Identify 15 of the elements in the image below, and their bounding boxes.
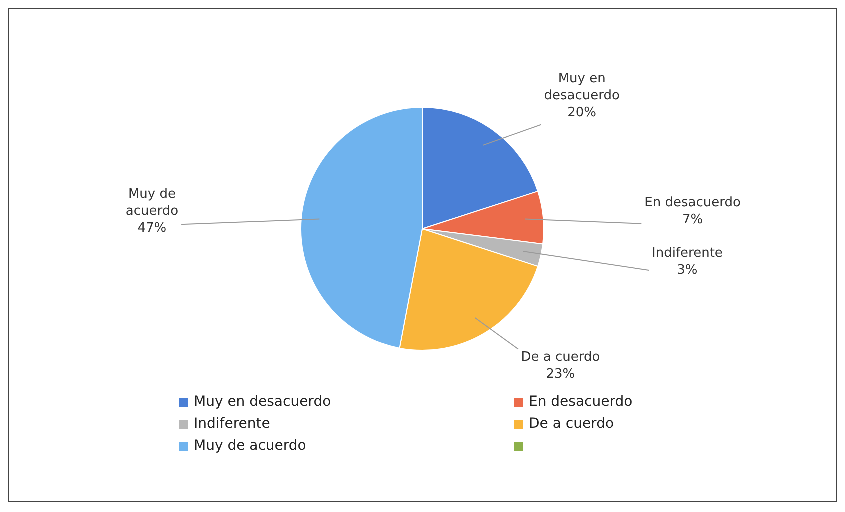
legend-label: Indiferente <box>194 416 270 432</box>
legend-label: Muy en desacuerdo <box>194 394 332 410</box>
data-label: 3% <box>677 263 698 278</box>
slice-label: Muy de acuerdo <box>126 187 179 220</box>
data-label: 23% <box>546 366 576 382</box>
slice-label: Muy en desacuerdo <box>544 72 620 104</box>
legend-label: De a cuerdo <box>529 416 614 432</box>
slice-label: De a cuerdo <box>521 350 600 365</box>
legend-label: Muy de acuerdo <box>194 438 306 454</box>
legend-label: En desacuerdo <box>529 394 633 410</box>
data-label: 47% <box>138 221 167 236</box>
data-label: 20% <box>568 106 597 121</box>
slice-label: Indiferente <box>652 246 723 262</box>
data-label: 7% <box>682 212 704 228</box>
slice-label: En desacuerdo <box>644 196 741 211</box>
